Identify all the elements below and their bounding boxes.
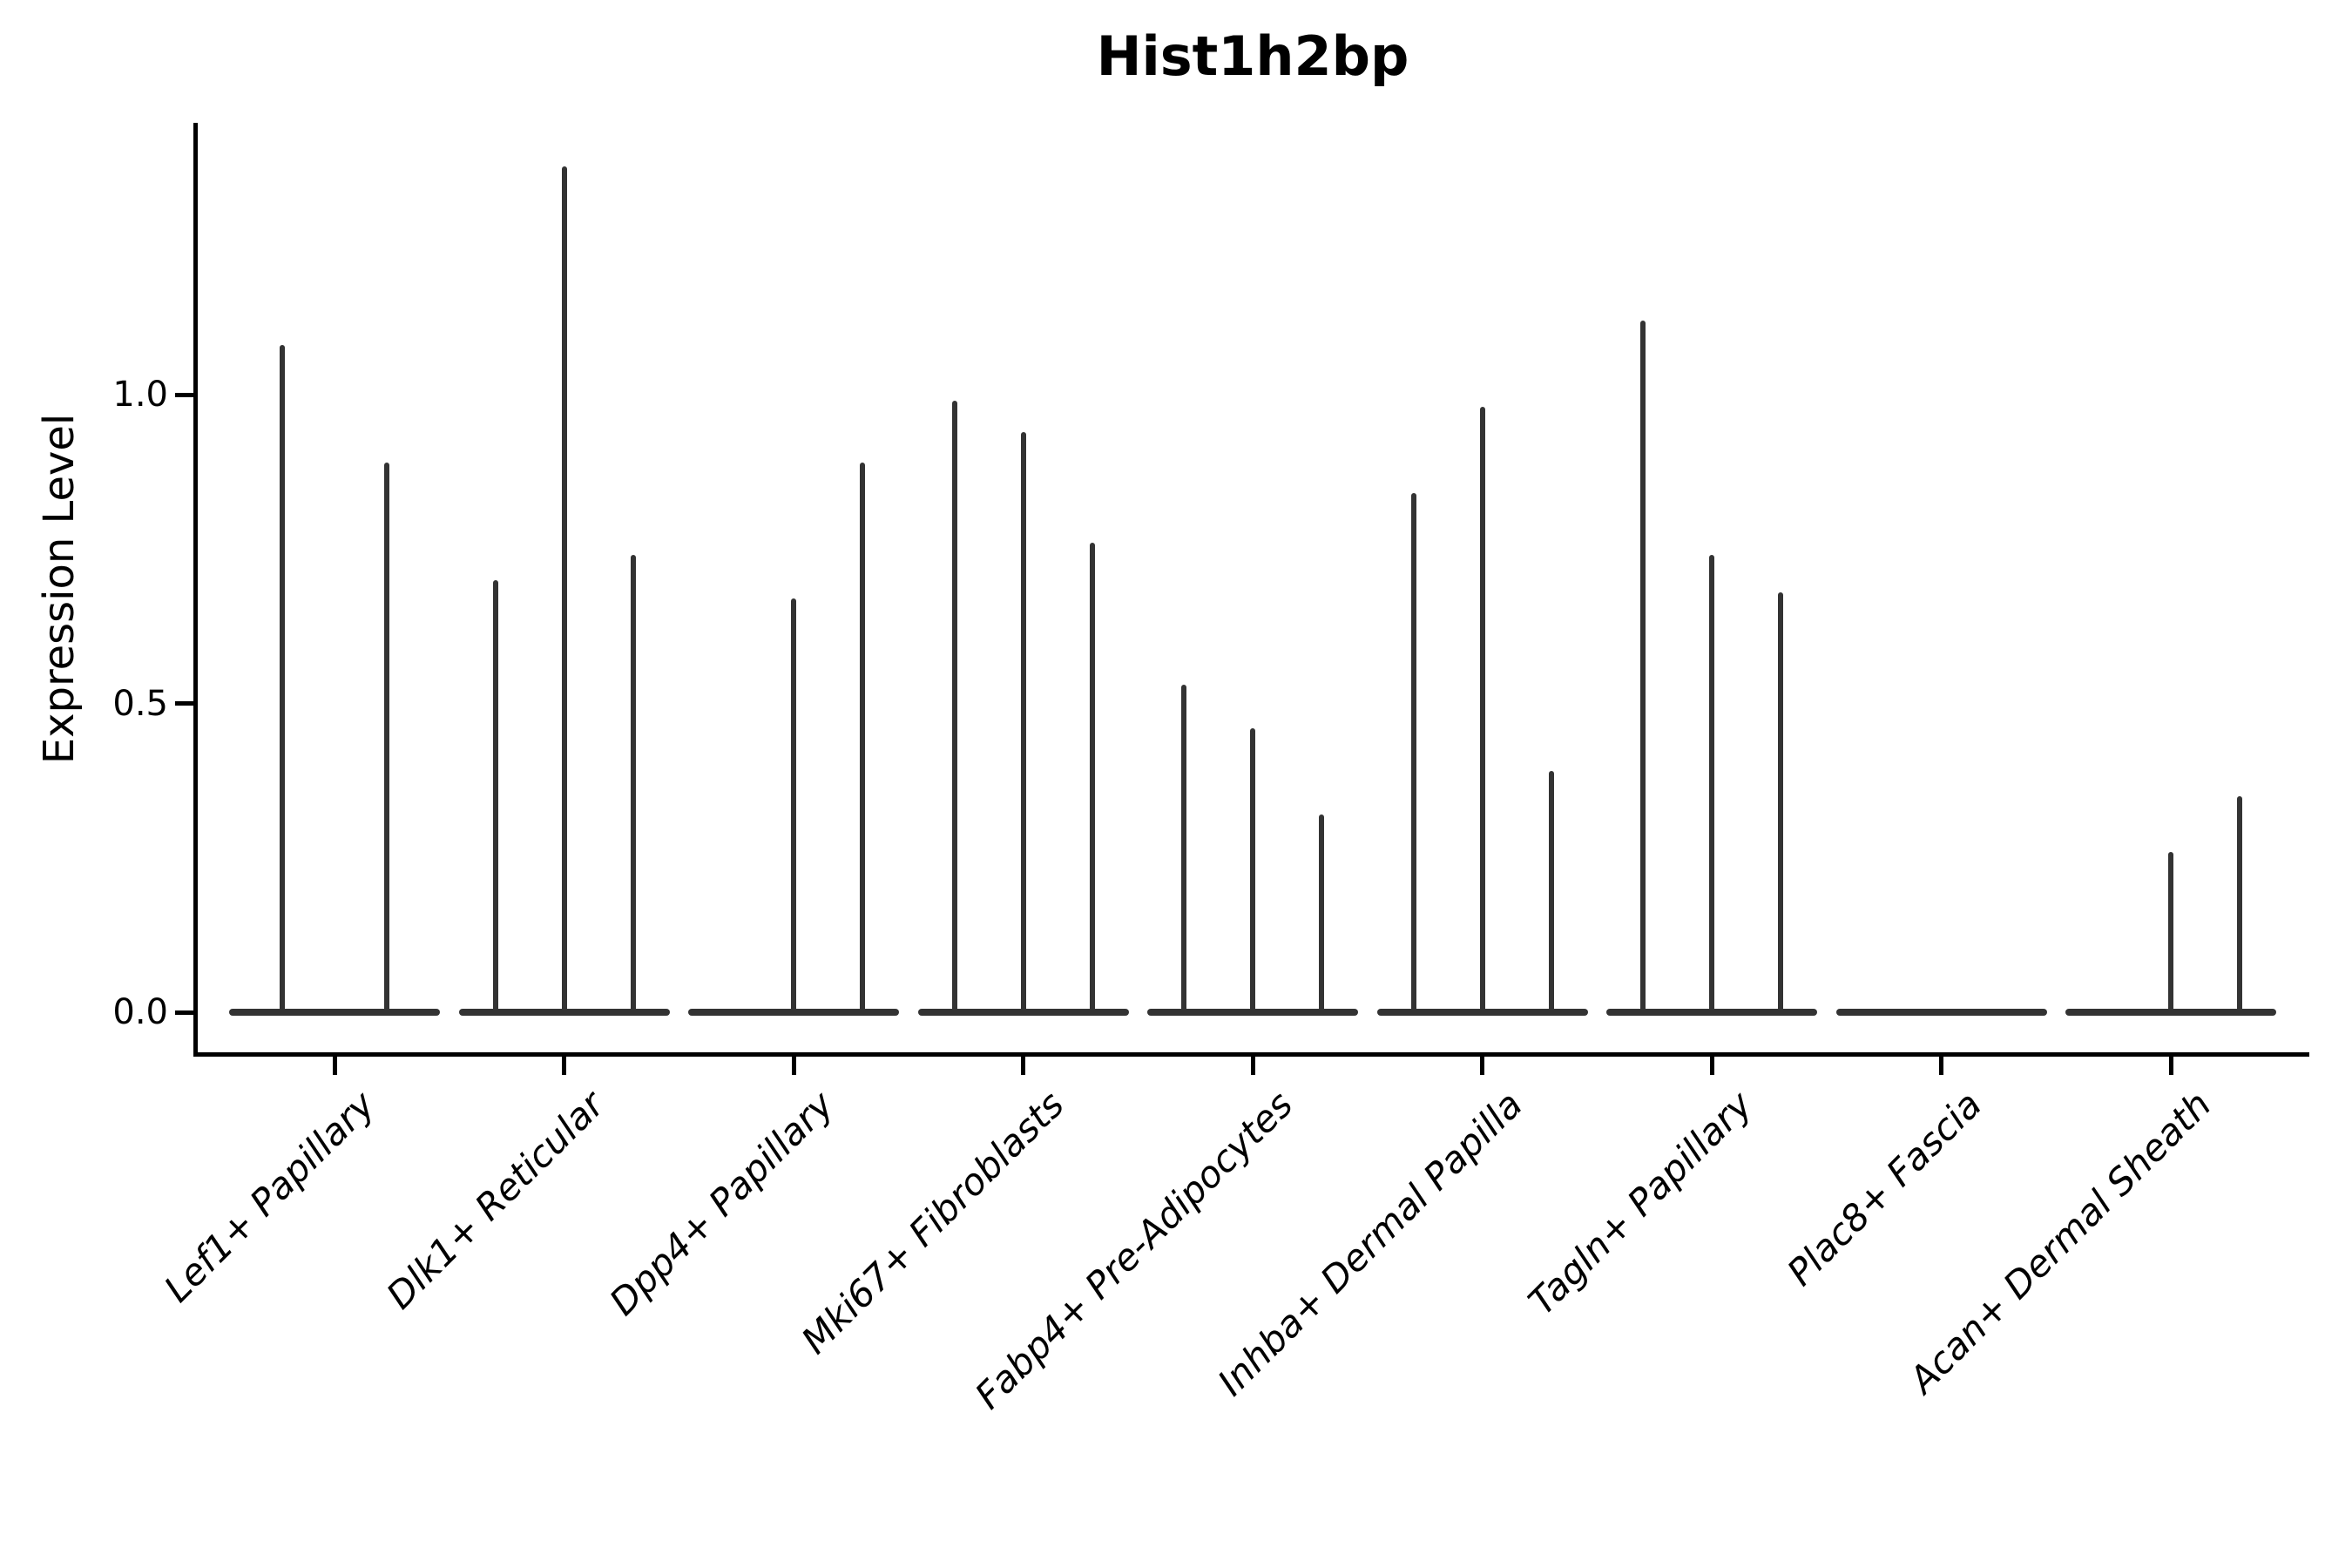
y-tick-label: 0.0: [112, 992, 168, 1032]
violin-base: [229, 1009, 440, 1016]
chart-title: Hist1h2bp: [1096, 24, 1409, 88]
x-tick-label: Plac8+ Fascia: [1779, 1083, 1990, 1294]
violin-spike: [492, 579, 498, 1012]
violin-spike: [384, 462, 389, 1012]
violin-base: [1147, 1009, 1358, 1016]
violin-base: [2065, 1009, 2276, 1016]
y-tick-label: 0.5: [112, 683, 168, 724]
violin-spike: [791, 598, 796, 1012]
violin-spike: [860, 462, 865, 1012]
y-tick: [175, 392, 193, 397]
violin-spike: [1089, 543, 1095, 1012]
x-tick: [562, 1057, 566, 1075]
x-tick: [332, 1057, 337, 1075]
violin-base: [458, 1009, 670, 1016]
violin-spike: [951, 401, 957, 1012]
violin-spike: [1548, 771, 1554, 1012]
violin-spike: [1181, 685, 1186, 1012]
x-tick: [791, 1057, 796, 1075]
violin-spike: [1640, 320, 1646, 1012]
violin-spike: [1479, 407, 1485, 1012]
y-axis-spine: [193, 123, 198, 1057]
y-tick: [175, 1010, 193, 1015]
violin-base: [1606, 1009, 1817, 1016]
x-tick-label: Dpp4+ Papillary: [601, 1083, 842, 1324]
x-tick-label: Mki67+ Fibroblasts: [793, 1083, 1072, 1362]
y-tick-label: 1.0: [112, 375, 168, 415]
violin-spike: [630, 555, 636, 1012]
violin-spike: [1410, 493, 1416, 1012]
violin-spike: [280, 345, 285, 1012]
violin-spike: [1020, 431, 1026, 1012]
violin-spike: [1778, 591, 1783, 1012]
violin-spike: [2168, 851, 2173, 1012]
x-tick-label: Lef1+ Papillary: [155, 1083, 383, 1311]
x-tick-label: Tagln+ Papillary: [1519, 1083, 1761, 1323]
x-axis-spine: [193, 1052, 2309, 1057]
y-tick: [175, 701, 193, 706]
violin-base: [688, 1009, 899, 1016]
violin-spike: [1709, 555, 1714, 1012]
x-tick: [2168, 1057, 2173, 1075]
violin-base: [917, 1009, 1129, 1016]
x-tick-label: Dlk1+ Reticular: [378, 1083, 613, 1317]
violin-spike: [1319, 814, 1324, 1012]
x-tick: [1021, 1057, 1025, 1075]
x-tick: [1709, 1057, 1714, 1075]
violin-base: [1376, 1009, 1588, 1016]
x-tick: [1939, 1057, 1943, 1075]
x-tick: [1250, 1057, 1255, 1075]
violin-spike: [1250, 727, 1255, 1012]
violin-spike: [2237, 795, 2242, 1012]
violin-spike: [561, 166, 567, 1012]
violin-base: [1835, 1009, 2047, 1016]
x-tick: [1480, 1057, 1484, 1075]
